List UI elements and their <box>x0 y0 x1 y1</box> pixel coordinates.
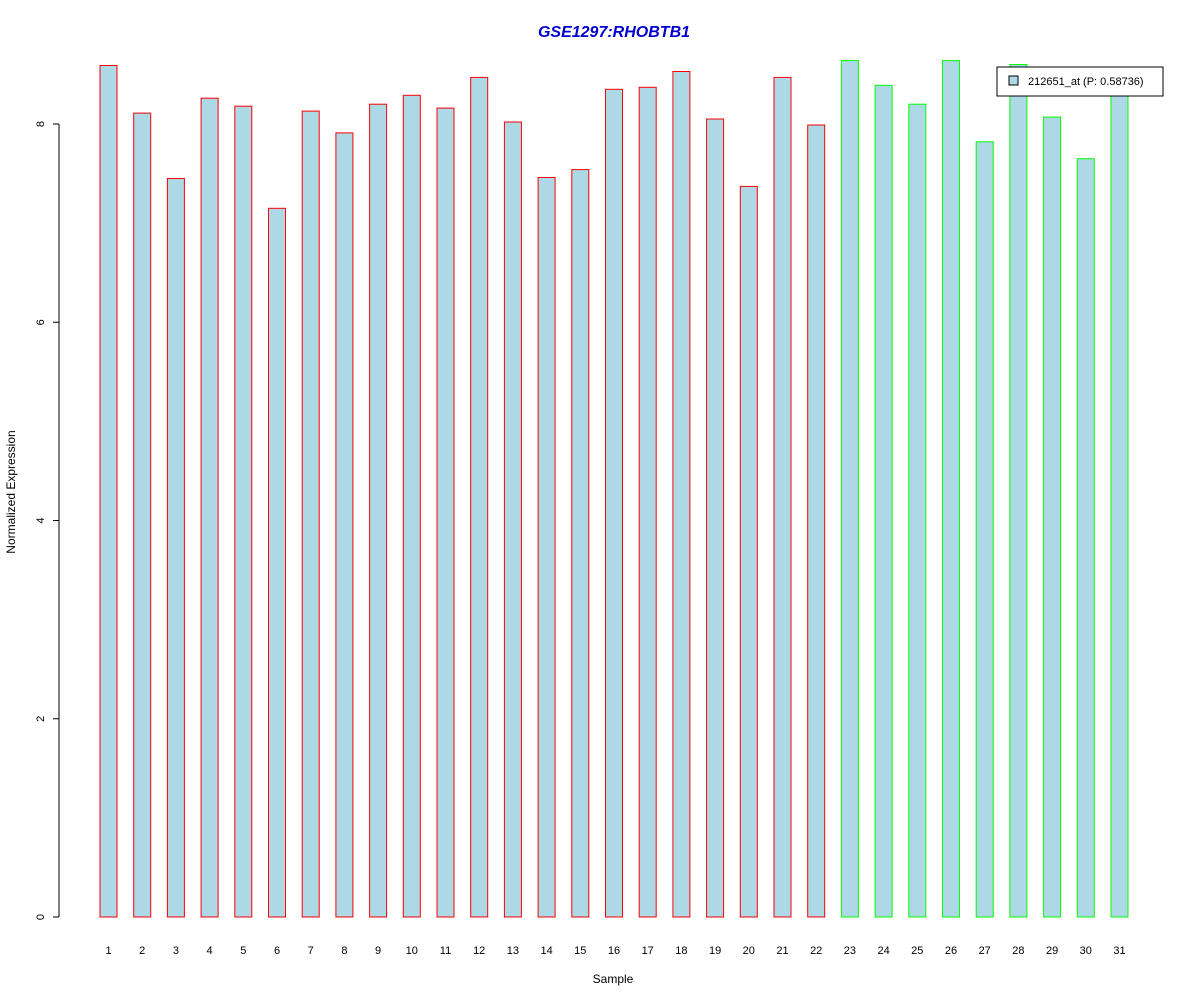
x-tick-label: 30 <box>1080 945 1092 957</box>
y-tick-label: 6 <box>35 319 47 325</box>
bar-sample-10 <box>402 94 421 918</box>
bar-sample-24 <box>874 84 893 918</box>
legend-box <box>996 66 1164 97</box>
x-tick-label: 5 <box>240 945 246 957</box>
bar-sample-30 <box>1076 158 1095 918</box>
bars-group <box>99 60 1129 918</box>
bar-sample-7 <box>301 110 320 918</box>
y-tick-label: 2 <box>35 716 47 722</box>
legend-swatch <box>1008 75 1019 86</box>
x-tick-label: 2 <box>139 945 145 957</box>
x-tick-label: 12 <box>473 945 485 957</box>
x-tick-label: 8 <box>341 945 347 957</box>
bar-sample-12 <box>470 76 489 918</box>
x-tick-labels: 1 2 3 4 5 6 7 8 9 10 11 12 13 14 15 16 17 18 19 20 21 22 23 24 2… <box>105 945 1125 957</box>
x-tick-label: 27 <box>979 945 991 957</box>
bar-sample-28 <box>1009 64 1028 918</box>
bar-sample-22 <box>807 124 826 918</box>
x-tick-label: 28 <box>1012 945 1024 957</box>
bar-sample-4 <box>200 97 219 918</box>
bar-sample-11 <box>436 107 455 918</box>
y-tick-label: 0 <box>35 914 47 920</box>
x-tick-label: 26 <box>945 945 957 957</box>
bar-sample-3 <box>166 178 185 918</box>
x-axis-title: Sample <box>593 972 634 986</box>
chart-title: GSE1297:RHOBTB1 <box>538 24 690 41</box>
bar-sample-9 <box>369 103 388 918</box>
x-tick-label: 15 <box>574 945 586 957</box>
x-tick-label: 23 <box>844 945 856 957</box>
legend-label: 212651_at (P: 0.58736) <box>1028 76 1144 88</box>
y-axis-title: Normalized Expression <box>4 430 18 553</box>
bar-sample-27 <box>975 141 994 918</box>
y-tick-label: 4 <box>35 517 47 523</box>
x-tick-label: 3 <box>173 945 179 957</box>
bar-sample-18 <box>672 71 691 918</box>
bar-sample-21 <box>773 76 792 918</box>
x-tick-label: 24 <box>877 945 889 957</box>
x-tick-label: 4 <box>207 945 213 957</box>
bar-sample-20 <box>739 185 758 918</box>
x-tick-label: 31 <box>1113 945 1125 957</box>
bar-sample-26 <box>942 60 960 918</box>
bar-sample-2 <box>133 112 152 918</box>
x-tick-label: 21 <box>776 945 788 957</box>
x-tick-label: 13 <box>507 945 519 957</box>
x-tick-label: 6 <box>274 945 280 957</box>
bar-sample-5 <box>234 105 253 918</box>
x-tick-label: 7 <box>308 945 314 957</box>
bar-sample-6 <box>268 207 286 918</box>
bar-sample-1 <box>99 65 118 918</box>
x-tick-label: 18 <box>675 945 687 957</box>
bar-sample-19 <box>706 118 725 918</box>
x-tick-label: 25 <box>911 945 923 957</box>
x-tick-label: 29 <box>1046 945 1058 957</box>
x-tick-label: 19 <box>709 945 721 957</box>
bar-sample-15 <box>571 169 590 918</box>
x-tick-label: 17 <box>642 945 654 957</box>
x-tick-label: 10 <box>406 945 418 957</box>
bar-sample-23 <box>840 60 859 918</box>
bar-sample-17 <box>638 86 657 918</box>
x-tick-label: 1 <box>105 945 111 957</box>
bar-sample-14 <box>537 177 556 918</box>
bar-sample-16 <box>605 88 623 918</box>
x-tick-label: 11 <box>440 945 451 957</box>
x-tick-label: 16 <box>608 945 620 957</box>
x-tick-label: 20 <box>743 945 755 957</box>
x-tick-label: 9 <box>375 945 381 957</box>
x-tick-label: 22 <box>810 945 822 957</box>
bar-sample-13 <box>503 121 522 918</box>
y-tick-label: 8 <box>35 121 47 127</box>
legend: 212651_at (P: 0.58736) <box>996 66 1164 97</box>
x-tick-label: 14 <box>540 945 552 957</box>
bar-sample-8 <box>335 132 354 918</box>
y-axis: 0 2 4 6 8 <box>35 121 60 920</box>
bar-sample-31 <box>1110 87 1129 918</box>
bar-sample-25 <box>908 103 927 918</box>
bar-sample-29 <box>1043 116 1062 918</box>
